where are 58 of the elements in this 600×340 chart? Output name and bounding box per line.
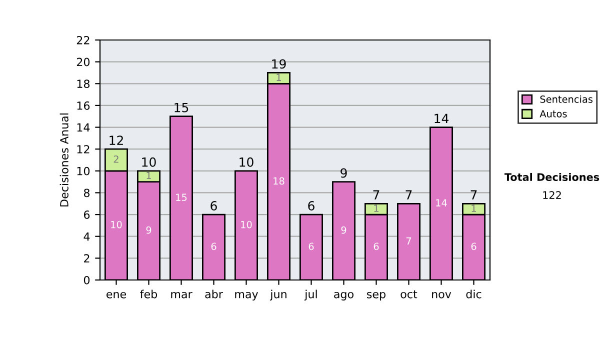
data-label: 10	[111, 220, 122, 228]
y-tick-label: 6	[84, 210, 90, 219]
y-tick-label: 18	[77, 80, 90, 88]
data-label: 2	[114, 155, 118, 163]
x-tick-label: jul	[304, 290, 317, 300]
total-label: 6	[308, 201, 314, 210]
y-tick-label: 8	[84, 188, 90, 198]
total-label: 10	[142, 157, 156, 167]
legend-label: Autos	[540, 110, 567, 118]
data-label: 15	[176, 194, 187, 202]
y-axis-title: Decisiones Anual	[60, 114, 68, 206]
x-tick-label: ene	[106, 292, 126, 298]
x-tick-label: nov	[432, 292, 452, 298]
total-label: 7	[373, 190, 380, 200]
x-tick-label: ago	[334, 292, 354, 300]
y-tick-label: 14	[77, 123, 90, 132]
data-label: 6	[374, 242, 379, 250]
legend-label: Sentencias	[540, 95, 593, 103]
data-label: 9	[341, 226, 346, 234]
y-tick-label: 2	[84, 254, 90, 262]
total-label: 14	[434, 114, 448, 124]
total-label: 9	[340, 168, 347, 178]
total-label: 19	[272, 59, 286, 69]
total-label: 7	[470, 190, 477, 200]
data-label: 10	[241, 220, 252, 228]
data-label: 6	[211, 242, 216, 250]
y-tick-label: 12	[77, 145, 90, 154]
y-tick-label: 16	[77, 101, 90, 110]
data-label: 6	[308, 242, 314, 250]
data-label: 7	[406, 237, 412, 244]
y-tick-label: 20	[76, 58, 90, 66]
data-label: 1	[146, 172, 151, 180]
data-label: 14	[436, 199, 447, 206]
data-label: 6	[471, 242, 476, 250]
x-tick-label: jun	[270, 290, 286, 300]
y-tick-label: 22	[76, 36, 90, 44]
total-label: 7	[406, 190, 412, 200]
data-label: 1	[374, 204, 378, 212]
total-label: 10	[240, 157, 254, 167]
y-tick-label: 10	[77, 166, 90, 176]
x-tick-label: may	[235, 292, 258, 300]
data-label: 18	[274, 177, 284, 185]
y-tick-label: 4	[84, 232, 90, 241]
y-tick-label: 0	[84, 276, 90, 284]
total-label: 15	[174, 103, 188, 112]
data-label: 1	[472, 204, 476, 212]
x-tick-label: mar	[171, 292, 192, 298]
x-tick-label: feb	[140, 290, 158, 298]
total-label: 6	[210, 201, 217, 210]
data-label: 1	[276, 74, 281, 81]
data-label: 9	[146, 226, 152, 234]
total-label: 12	[110, 136, 123, 145]
text: 122	[543, 191, 561, 199]
x-tick-label: oct	[400, 290, 418, 298]
text: Total Decisiones	[504, 172, 600, 182]
x-tick-label: sep	[367, 292, 386, 300]
x-tick-label: abr	[205, 290, 223, 298]
x-tick-label: dic	[466, 290, 482, 298]
